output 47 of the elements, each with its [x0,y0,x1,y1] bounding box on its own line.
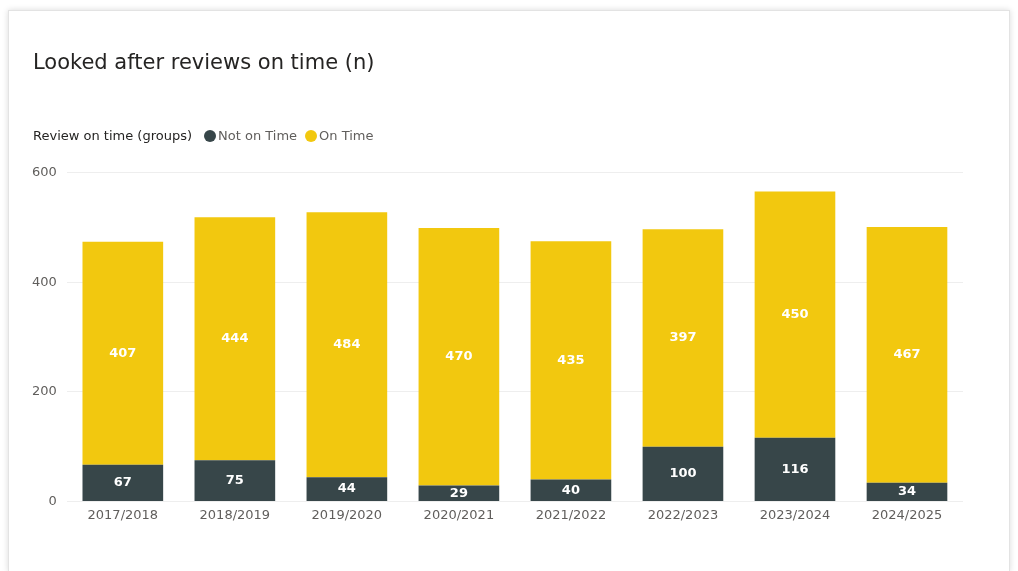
data-label: 29 [449,484,468,500]
legend-title: Review on time (groups) [33,128,193,143]
y-tick-label: 400 [31,273,57,289]
data-label: 435 [557,351,585,367]
data-label: 44 [337,480,356,496]
data-label: 75 [225,471,244,487]
data-label: 467 [893,346,921,362]
bar [530,479,612,501]
bar [82,464,164,501]
x-tick-label: 2022/2023 [647,506,719,522]
data-label: 40 [561,481,580,497]
data-label: 444 [221,330,249,346]
legend-label: On Time [319,128,374,143]
bar [642,446,724,501]
bar [866,482,948,501]
bar [82,241,164,465]
bar [306,212,388,478]
data-label: 407 [109,344,137,360]
data-label: 397 [669,329,697,345]
y-tick-label: 600 [31,164,57,180]
x-tick-label: 2023/2024 [759,506,831,522]
x-tick-label: 2018/2019 [199,506,271,522]
bar [642,229,724,447]
data-label: 450 [781,306,809,322]
bar [194,460,276,501]
data-label: 34 [897,483,917,499]
bar [418,228,500,486]
bar [194,217,276,461]
data-label: 67 [113,474,132,490]
data-label: 100 [669,465,697,481]
bar [306,477,388,501]
bar [866,227,948,483]
data-label: 484 [333,336,361,352]
x-tick-label: 2021/2022 [535,506,607,522]
legend-label: Not on Time [218,128,298,143]
y-tick-label: 0 [48,492,57,508]
data-label: 116 [781,460,809,476]
bar [754,437,836,501]
chart-title: Looked after reviews on time (n) [33,50,375,74]
x-tick-label: 2019/2020 [311,506,383,522]
bar [530,241,612,480]
x-tick-label: 2020/2021 [423,506,495,522]
x-tick-label: 2024/2025 [871,506,943,522]
bar [754,191,836,438]
data-label: 470 [445,348,473,364]
x-tick-label: 2017/2018 [87,506,159,522]
y-tick-label: 200 [31,383,57,399]
